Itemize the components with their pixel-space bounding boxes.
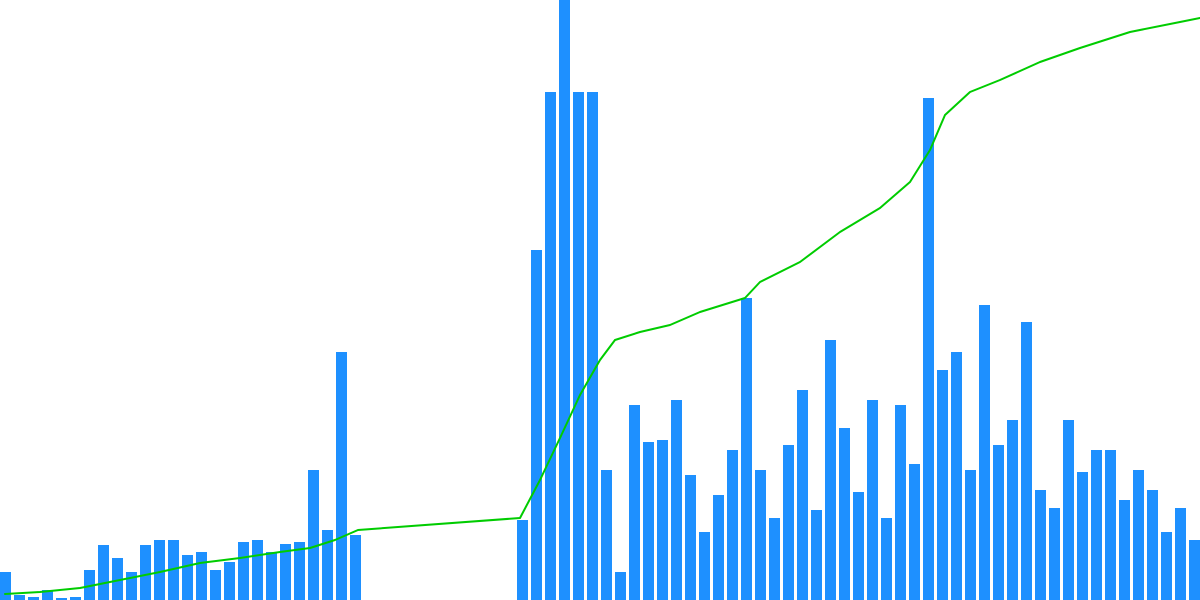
bar bbox=[531, 250, 542, 600]
bar bbox=[727, 450, 738, 600]
bar bbox=[1147, 490, 1158, 600]
bar bbox=[545, 92, 556, 600]
bar bbox=[937, 370, 948, 600]
bar bbox=[573, 92, 584, 600]
bar bbox=[601, 470, 612, 600]
bar bbox=[979, 305, 990, 600]
bar bbox=[1007, 420, 1018, 600]
bar bbox=[98, 545, 109, 600]
bar bbox=[224, 562, 235, 600]
bar bbox=[1035, 490, 1046, 600]
bar bbox=[336, 352, 347, 600]
bar bbox=[839, 428, 850, 600]
bar bbox=[657, 440, 668, 600]
bar bbox=[741, 298, 752, 600]
bar bbox=[769, 518, 780, 600]
bar bbox=[671, 400, 682, 600]
bar bbox=[629, 405, 640, 600]
bar bbox=[895, 405, 906, 600]
bar bbox=[881, 518, 892, 600]
bar bbox=[182, 555, 193, 600]
bar bbox=[699, 532, 710, 600]
bar bbox=[923, 98, 934, 600]
bar bbox=[559, 0, 570, 600]
bar bbox=[238, 542, 249, 600]
bar bbox=[1175, 508, 1186, 600]
bar bbox=[1021, 322, 1032, 600]
bar bbox=[1063, 420, 1074, 600]
bar bbox=[1049, 508, 1060, 600]
bar bbox=[783, 445, 794, 600]
bar bbox=[755, 470, 766, 600]
bar bbox=[350, 535, 361, 600]
bar bbox=[1105, 450, 1116, 600]
bar bbox=[1119, 500, 1130, 600]
bar bbox=[615, 572, 626, 600]
bar bbox=[308, 470, 319, 600]
bar bbox=[252, 540, 263, 600]
bar bbox=[643, 442, 654, 600]
bar bbox=[685, 475, 696, 600]
bar bbox=[1189, 540, 1200, 600]
bar bbox=[1161, 532, 1172, 600]
bar bbox=[811, 510, 822, 600]
bar bbox=[517, 520, 528, 600]
bar bbox=[909, 464, 920, 600]
bar bbox=[266, 552, 277, 600]
bar bbox=[1133, 470, 1144, 600]
bar bbox=[797, 390, 808, 600]
bar bbox=[1077, 472, 1088, 600]
bar bbox=[993, 445, 1004, 600]
bar bbox=[713, 495, 724, 600]
bar bbox=[825, 340, 836, 600]
bar bbox=[951, 352, 962, 600]
bar bbox=[210, 570, 221, 600]
combo-chart bbox=[0, 0, 1200, 600]
bar bbox=[587, 92, 598, 600]
bar bbox=[14, 595, 25, 600]
bar bbox=[154, 540, 165, 600]
bar bbox=[140, 545, 151, 600]
bar bbox=[0, 572, 11, 600]
chart-svg bbox=[0, 0, 1200, 600]
bar bbox=[196, 552, 207, 600]
bar bbox=[1091, 450, 1102, 600]
bar bbox=[853, 492, 864, 600]
bar bbox=[965, 470, 976, 600]
bar bbox=[867, 400, 878, 600]
